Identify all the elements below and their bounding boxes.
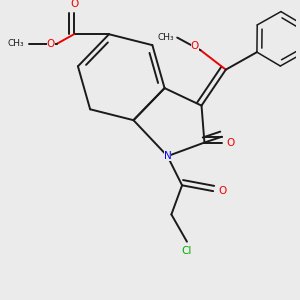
Text: CH₃: CH₃	[8, 40, 24, 49]
Text: N: N	[164, 151, 171, 161]
Text: CH₃: CH₃	[157, 33, 174, 42]
Text: O: O	[70, 0, 78, 9]
Text: O: O	[46, 39, 55, 49]
Text: O: O	[226, 137, 235, 148]
Text: Cl: Cl	[182, 246, 192, 256]
Text: O: O	[219, 186, 227, 196]
Text: O: O	[190, 41, 199, 51]
